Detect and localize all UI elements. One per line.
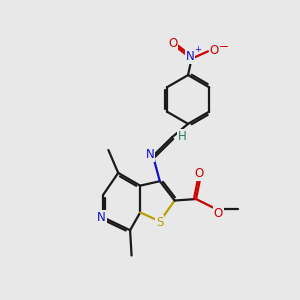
Text: O: O <box>214 207 223 220</box>
Text: H: H <box>178 130 187 142</box>
Text: +: + <box>194 45 201 54</box>
Text: N: N <box>146 148 154 161</box>
Text: S: S <box>156 216 164 229</box>
Text: −: − <box>218 40 228 53</box>
Text: N: N <box>97 211 106 224</box>
Text: O: O <box>194 167 204 180</box>
Text: O: O <box>210 44 219 57</box>
Text: N: N <box>186 50 194 63</box>
Text: O: O <box>168 37 177 50</box>
